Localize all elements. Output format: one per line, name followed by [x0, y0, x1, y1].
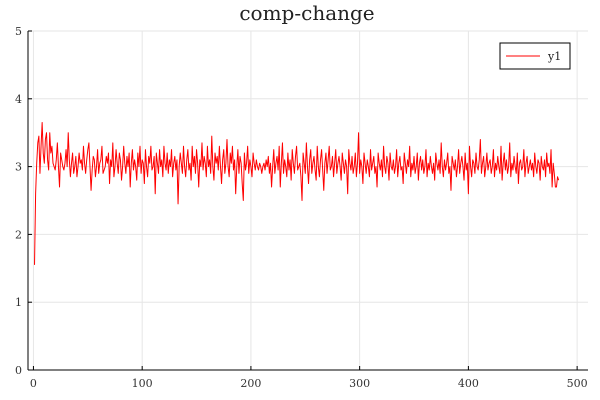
- y-axis-ticks: 0 1 2 3 4 5: [15, 25, 32, 377]
- grid: [28, 30, 588, 371]
- legend-label-y1: y1: [547, 50, 561, 63]
- x-tick-label-500: 500: [567, 377, 588, 390]
- legend: y1: [499, 42, 571, 70]
- x-tick-label-300: 300: [349, 377, 370, 390]
- series-line-y1: [34, 122, 560, 265]
- y-tick-label-0: 0: [15, 364, 22, 377]
- chart-title: comp-change: [239, 1, 374, 25]
- y-tick-label-4: 4: [15, 93, 22, 106]
- y-tick-label-2: 2: [15, 228, 22, 241]
- y-tick-label-1: 1: [15, 296, 22, 309]
- y-tick-label-5: 5: [15, 25, 22, 38]
- x-tick-label-0: 0: [30, 377, 37, 390]
- series-group: [34, 122, 560, 265]
- x-tick-label-200: 200: [240, 377, 261, 390]
- x-axis-ticks: 0 100 200 300 400 500: [30, 366, 588, 390]
- x-tick-label-400: 400: [458, 377, 479, 390]
- x-tick-label-100: 100: [132, 377, 153, 390]
- axes: [27, 31, 588, 371]
- y-tick-label-3: 3: [15, 161, 22, 174]
